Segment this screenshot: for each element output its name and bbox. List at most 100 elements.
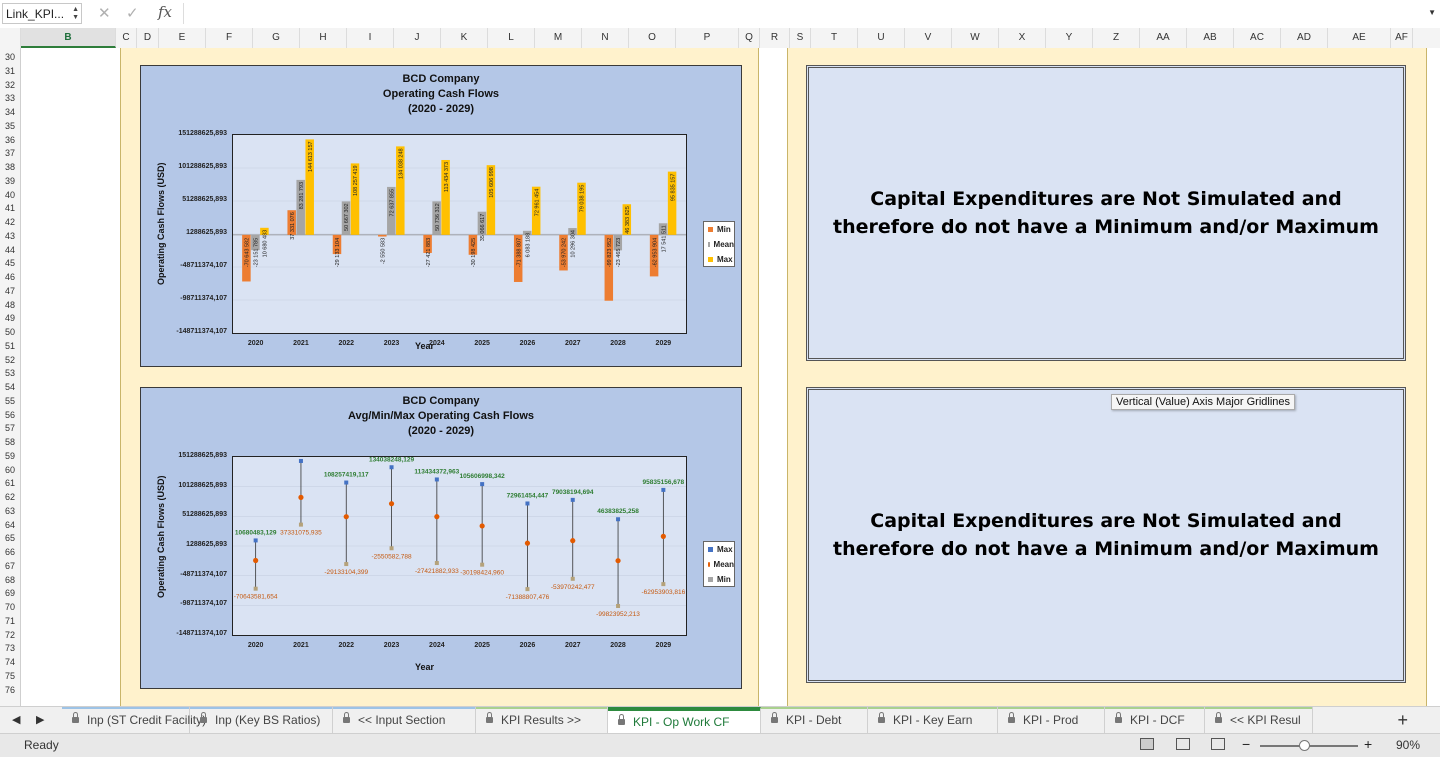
bar-min[interactable] [332,234,342,255]
row-header-43[interactable]: 43 [4,230,15,241]
mean-marker[interactable] [434,514,440,520]
column-header-e[interactable]: E [159,28,206,48]
row-header-61[interactable]: 61 [4,478,15,489]
bar-max[interactable] [260,227,269,235]
bar-min[interactable] [649,234,659,277]
row-header-46[interactable]: 46 [4,272,15,282]
bar-mean[interactable] [613,234,623,251]
row-header-30[interactable]: 30 [4,52,15,62]
bar-max[interactable] [350,163,360,235]
chevron-down-icon[interactable]: ▼ [1428,8,1436,17]
plot-area[interactable]: 10680483,129-70643581,654144613157,25937… [232,450,687,636]
bar-min[interactable] [378,234,387,237]
column-header-x[interactable]: X [999,28,1046,48]
bar-min[interactable] [287,210,296,235]
legend-item-max[interactable]: Max [704,542,734,557]
bar-max[interactable] [441,159,450,235]
min-marker[interactable] [389,546,394,551]
row-header-55[interactable]: 55 [4,395,15,406]
mean-marker[interactable] [343,514,349,520]
row-header-70[interactable]: 70 [4,602,15,612]
sheet-tab[interactable]: KPI - Key Earn [868,707,998,733]
plot-area[interactable]: -70 643 582 -23 151 785 10 680 483 37 331 0… [232,134,687,334]
chart-legend[interactable]: Min Mean Max [703,221,735,267]
column-header-ab[interactable]: AB [1187,28,1234,48]
column-header-ae[interactable]: AE [1328,28,1391,48]
sheet-tab[interactable]: KPI - DCF [1105,707,1205,733]
row-header-76[interactable]: 76 [4,684,15,695]
column-header-r[interactable]: R [760,28,790,48]
row-header-48[interactable]: 48 [4,299,15,310]
enter-icon[interactable]: ✓ [126,5,139,22]
bar-max[interactable] [305,139,314,235]
max-marker[interactable] [298,458,303,463]
row-header-53[interactable]: 53 [4,368,15,379]
min-marker[interactable] [298,522,303,527]
sheet-tab[interactable]: KPI - Prod [998,707,1105,733]
row-header-39[interactable]: 39 [4,175,15,186]
bar-max[interactable] [531,186,541,235]
max-marker[interactable] [570,497,575,502]
row-header-42[interactable]: 42 [4,217,15,227]
column-header-q[interactable]: Q [739,28,760,48]
column-header-w[interactable]: W [952,28,999,48]
row-header-45[interactable]: 45 [4,258,15,269]
min-marker[interactable] [525,587,530,592]
min-marker[interactable] [480,562,485,567]
row-header-60[interactable]: 60 [4,464,15,475]
column-header-af[interactable]: AF [1391,28,1413,48]
page-layout-view-icon[interactable] [1176,738,1190,750]
column-header-o[interactable]: O [629,28,676,48]
min-marker[interactable] [661,582,666,587]
row-header-34[interactable]: 34 [4,107,15,117]
zoom-out-button[interactable]: − [1242,736,1251,752]
row-header-32[interactable]: 32 [4,79,15,90]
bar-max[interactable] [396,146,405,235]
bar-mean[interactable] [477,211,487,235]
row-header-36[interactable]: 36 [4,134,15,145]
next-sheet-icon[interactable]: ▶ [36,714,45,726]
mean-marker[interactable] [479,523,485,529]
row-header-54[interactable]: 54 [4,382,15,392]
capex-note-bottom[interactable]: Capital Expenditures are Not Simulated a… [806,387,1406,683]
row-header-38[interactable]: 38 [4,162,15,172]
row-header-74[interactable]: 74 [4,657,15,667]
column-header-p[interactable]: P [676,28,739,48]
row-header-67[interactable]: 67 [4,560,15,571]
page-break-view-icon[interactable] [1211,738,1225,750]
max-marker[interactable] [389,465,394,470]
name-box-stepper-icon[interactable]: ▲ ▼ [72,6,79,21]
row-header-68[interactable]: 68 [4,574,15,585]
max-marker[interactable] [253,538,258,543]
bar-mean[interactable] [522,230,532,235]
sheet-tab[interactable]: KPI - Debt [761,707,868,733]
legend-item-min[interactable]: Min [704,572,734,587]
column-header-ad[interactable]: AD [1281,28,1328,48]
operating-cash-flows-bar-chart[interactable]: BCD Company Operating Cash Flows (2020 - 2… [140,65,742,367]
row-header-66[interactable]: 66 [4,547,15,557]
bar-mean[interactable] [341,201,351,235]
legend-item-mean[interactable]: Mean [704,237,734,252]
legend-item-max[interactable]: Max [704,252,734,267]
column-header-t[interactable]: T [811,28,858,48]
max-marker[interactable] [616,517,621,522]
max-marker[interactable] [480,482,485,487]
column-header-m[interactable]: M [535,28,582,48]
bar-mean[interactable] [432,201,441,235]
capex-note-top[interactable]: Capital Expenditures are Not Simulated a… [806,65,1406,361]
bar-min[interactable] [513,234,523,282]
bar-max[interactable] [622,204,632,235]
column-header-j[interactable]: J [394,28,441,48]
insert-function-icon[interactable]: fx [158,3,173,21]
row-header-73[interactable]: 73 [4,643,15,654]
column-header-b[interactable]: B [21,28,116,48]
sheet-tab[interactable]: KPI - Op Work CF [608,707,761,733]
bar-mean[interactable] [387,186,396,235]
bar-min[interactable] [604,234,614,301]
row-header-51[interactable]: 51 [4,340,15,351]
prev-sheet-icon[interactable]: ◀ [12,714,21,726]
mean-marker[interactable] [253,557,259,564]
add-sheet-button[interactable]: + [1397,710,1408,730]
name-box[interactable]: Link_KPI... ▲ ▼ [2,3,82,24]
legend-item-mean[interactable]: Mean [704,557,734,572]
